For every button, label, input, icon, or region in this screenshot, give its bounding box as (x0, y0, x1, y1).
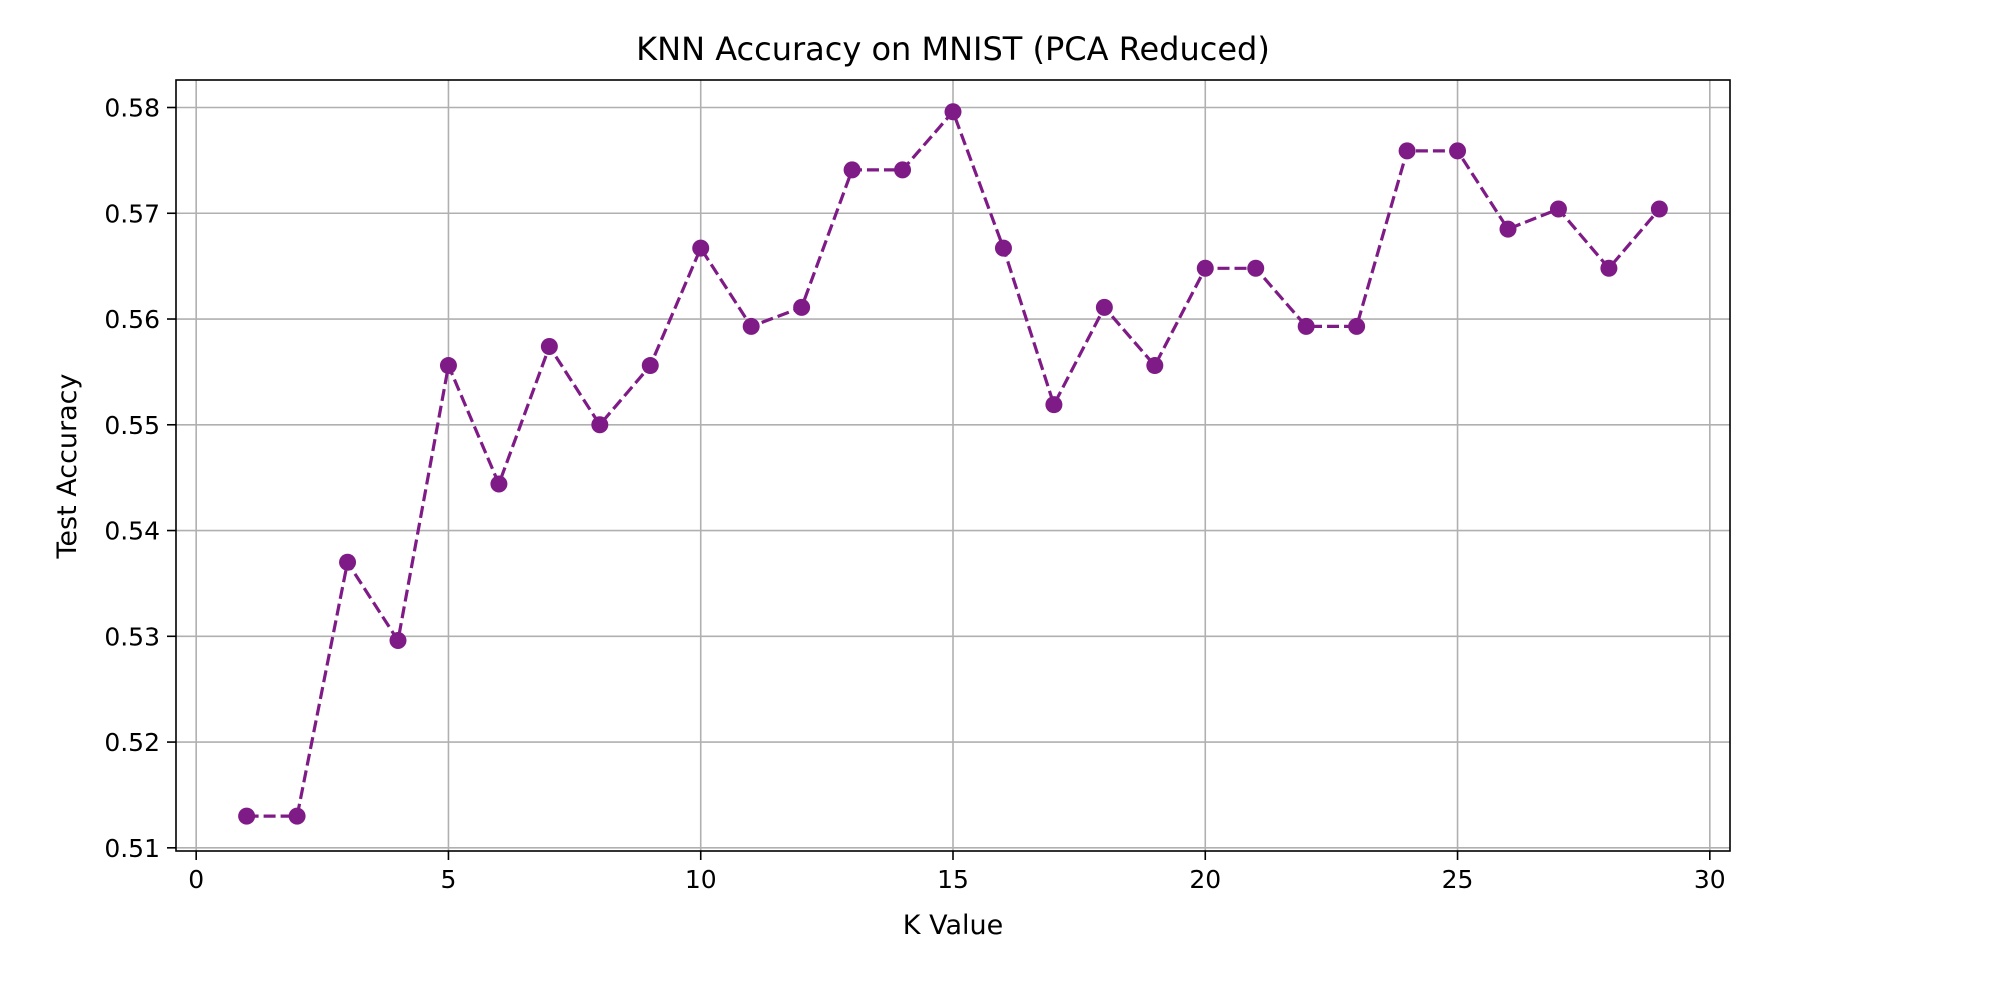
data-point-marker (591, 416, 609, 434)
chart-title: KNN Accuracy on MNIST (PCA Reduced) (636, 30, 1270, 68)
data-point-marker (1095, 298, 1113, 316)
y-tick-label: 0.57 (104, 199, 160, 228)
data-point-marker (1449, 142, 1467, 160)
data-point-marker (1247, 259, 1265, 277)
data-point-marker (1499, 220, 1517, 238)
y-axis-label: Test Accuracy (52, 373, 83, 559)
data-point-marker (1600, 259, 1618, 277)
data-point-marker (540, 338, 558, 356)
data-point-marker (793, 298, 811, 316)
data-point-marker (944, 103, 962, 121)
data-point-marker (1045, 396, 1063, 414)
grid (176, 80, 1730, 851)
y-tick-label: 0.51 (104, 834, 160, 863)
y-tick-label: 0.55 (104, 411, 160, 440)
y-tick-label: 0.53 (104, 622, 160, 651)
data-point-marker (439, 357, 457, 375)
x-tick-label: 5 (441, 865, 457, 894)
data-point-marker (1146, 357, 1164, 375)
x-tick-label: 25 (1442, 865, 1474, 894)
y-tick-label: 0.58 (104, 93, 160, 122)
data-point-marker (490, 475, 508, 493)
data-point-marker (1196, 259, 1214, 277)
data-point-marker (894, 161, 912, 179)
data-point-marker (994, 239, 1012, 257)
data-point-marker (1297, 317, 1315, 335)
data-point-marker (1549, 200, 1567, 218)
x-tick-label: 20 (1189, 865, 1221, 894)
data-point-marker (692, 239, 710, 257)
x-tick-label: 0 (188, 865, 204, 894)
y-tick-label: 0.56 (104, 305, 160, 334)
x-tick-label: 10 (685, 865, 717, 894)
x-tick-label: 30 (1694, 865, 1726, 894)
data-point-marker (1348, 317, 1366, 335)
y-tick-label: 0.54 (104, 517, 160, 546)
data-point-marker (339, 553, 357, 571)
data-point-marker (288, 807, 306, 825)
data-point-marker (742, 317, 760, 335)
data-point-marker (1398, 142, 1416, 160)
data-point-marker (641, 357, 659, 375)
x-axis-label: K Value (903, 910, 1003, 941)
data-point-marker (389, 632, 407, 650)
data-point-marker (1650, 200, 1668, 218)
data-point-marker (843, 161, 861, 179)
series-layer (238, 103, 1668, 825)
x-tick-label: 15 (937, 865, 969, 894)
axis-ticks: 0 5 10 15 20 25 30 0.51 0.52 0.53 0.54 0.55 0.56 0.57… (104, 93, 1725, 894)
y-tick-label: 0.52 (104, 728, 160, 757)
data-point-marker (238, 807, 256, 825)
